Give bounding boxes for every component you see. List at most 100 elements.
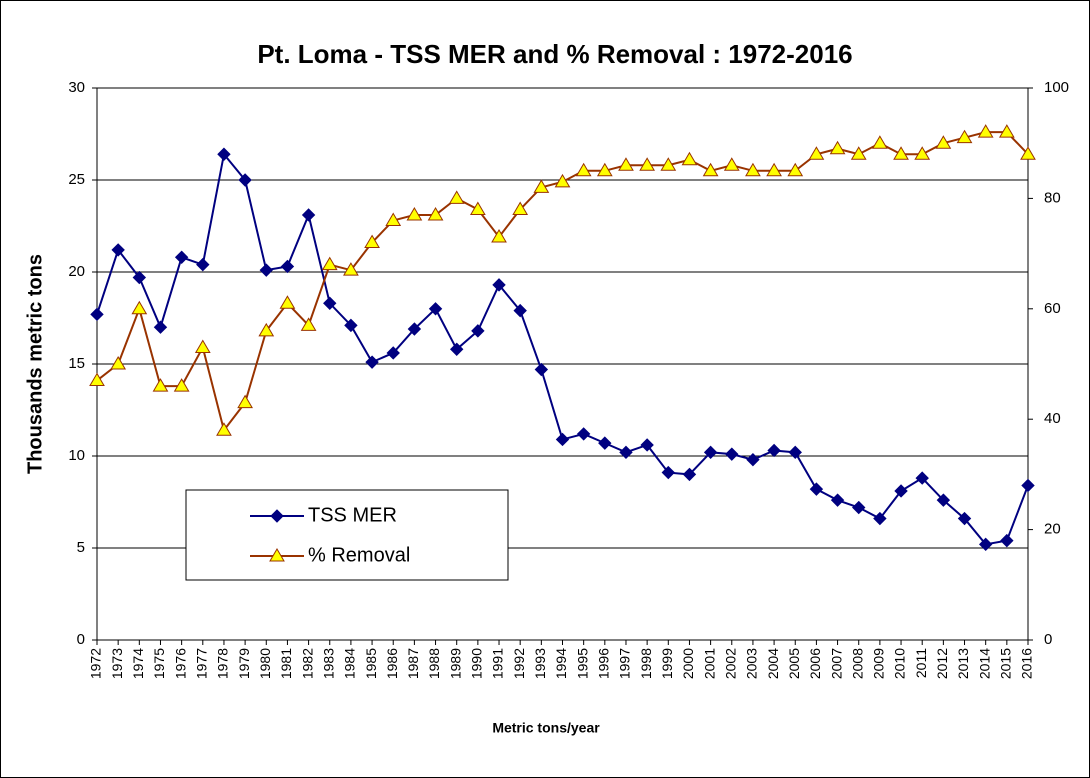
data-point <box>513 303 527 318</box>
data-point <box>258 322 275 337</box>
data-point <box>173 378 190 392</box>
x-tick-label: 1996 <box>596 648 612 679</box>
data-point <box>238 173 252 187</box>
x-tick-label: 1984 <box>342 648 358 679</box>
x-tick-label: 2016 <box>1019 648 1035 679</box>
data-point <box>153 320 168 334</box>
x-tick-label: 1991 <box>490 648 506 679</box>
data-point <box>428 302 443 316</box>
data-point <box>872 135 888 149</box>
y2-tick-label: 0 <box>1044 631 1052 648</box>
x-tick-label: 2009 <box>871 648 887 679</box>
data-point <box>809 482 824 496</box>
data-point <box>957 511 972 526</box>
data-point <box>576 427 591 441</box>
data-point <box>534 362 549 377</box>
x-tick-label: 1997 <box>617 648 633 679</box>
x-tick-label: 1973 <box>109 648 125 679</box>
data-point <box>555 432 570 447</box>
x-tick-label: 1977 <box>193 648 209 679</box>
x-tick-label: 1981 <box>278 648 294 679</box>
data-point <box>111 243 125 257</box>
x-tick-label: 1986 <box>384 648 400 679</box>
x-tick-label: 1972 <box>88 648 104 679</box>
data-point <box>385 212 402 226</box>
x-tick-label: 2008 <box>849 648 865 679</box>
data-point <box>977 124 994 138</box>
y2-tick-label: 20 <box>1044 521 1061 538</box>
data-point <box>575 162 592 177</box>
data-point <box>639 157 656 171</box>
x-tick-label: 2015 <box>998 648 1014 679</box>
y-tick-label: 5 <box>77 539 85 556</box>
x-tick-label: 1992 <box>511 648 527 679</box>
y-tick-label: 10 <box>68 447 85 464</box>
legend-label: % Removal <box>308 544 410 566</box>
data-point <box>237 394 253 409</box>
y2-tick-label: 100 <box>1044 79 1069 96</box>
data-point <box>850 146 867 160</box>
data-point <box>323 296 337 310</box>
data-point <box>471 324 485 338</box>
data-point <box>830 493 845 507</box>
x-tick-label: 1982 <box>299 648 315 679</box>
data-point <box>978 537 993 552</box>
x-tick-label: 2003 <box>744 648 760 679</box>
data-point <box>492 278 506 292</box>
y-tick-label: 30 <box>68 79 85 96</box>
x-tick-label: 2006 <box>807 648 823 679</box>
data-point <box>852 500 866 515</box>
data-point <box>406 206 423 221</box>
data-point <box>956 129 973 144</box>
chart-title: Pt. Loma - TSS MER and % Removal : 1972-… <box>257 39 852 69</box>
data-point <box>216 422 232 436</box>
data-point <box>914 146 931 160</box>
data-point <box>873 511 887 526</box>
data-point <box>661 465 676 480</box>
y-tick-label: 15 <box>68 355 85 372</box>
x-tick-label: 1987 <box>405 648 421 679</box>
x-axis-label: Metric tons/year <box>492 720 600 736</box>
data-point <box>131 300 148 315</box>
data-point <box>259 263 273 277</box>
data-point <box>554 173 571 188</box>
data-point <box>619 445 633 460</box>
data-point <box>469 201 486 215</box>
data-point <box>808 146 825 160</box>
y-tick-label: 25 <box>68 171 85 188</box>
data-point <box>132 270 147 285</box>
x-tick-label: 1998 <box>638 648 654 679</box>
data-point <box>407 322 422 336</box>
data-point <box>344 318 358 333</box>
x-tick-label: 1978 <box>215 648 231 679</box>
x-tick-label: 2014 <box>976 648 992 679</box>
x-tick-label: 1999 <box>659 648 675 679</box>
x-tick-label: 2004 <box>765 648 781 679</box>
data-point <box>427 206 444 221</box>
y-tick-label: 20 <box>68 263 85 280</box>
x-tick-label: 2010 <box>892 648 908 679</box>
data-point <box>998 124 1015 138</box>
x-tick-label: 1993 <box>532 648 548 679</box>
data-point <box>449 342 464 356</box>
y2-tick-label: 40 <box>1044 410 1061 427</box>
data-point <box>280 259 295 274</box>
x-tick-label: 1990 <box>469 648 485 679</box>
data-point <box>194 339 211 353</box>
data-point <box>788 445 802 460</box>
data-point <box>702 162 719 177</box>
x-tick-label: 1983 <box>320 648 336 679</box>
x-tick-label: 1979 <box>236 648 252 679</box>
data-point <box>746 452 760 467</box>
data-point <box>829 140 846 155</box>
x-tick-label: 1975 <box>151 648 167 679</box>
data-point <box>364 234 380 249</box>
data-point <box>152 378 169 392</box>
y-axis-label: Thousands metric tons <box>24 254 46 474</box>
x-tick-label: 1988 <box>426 648 442 679</box>
data-point <box>915 471 929 485</box>
data-point <box>512 201 529 215</box>
data-point <box>598 436 612 450</box>
data-point <box>365 355 379 369</box>
